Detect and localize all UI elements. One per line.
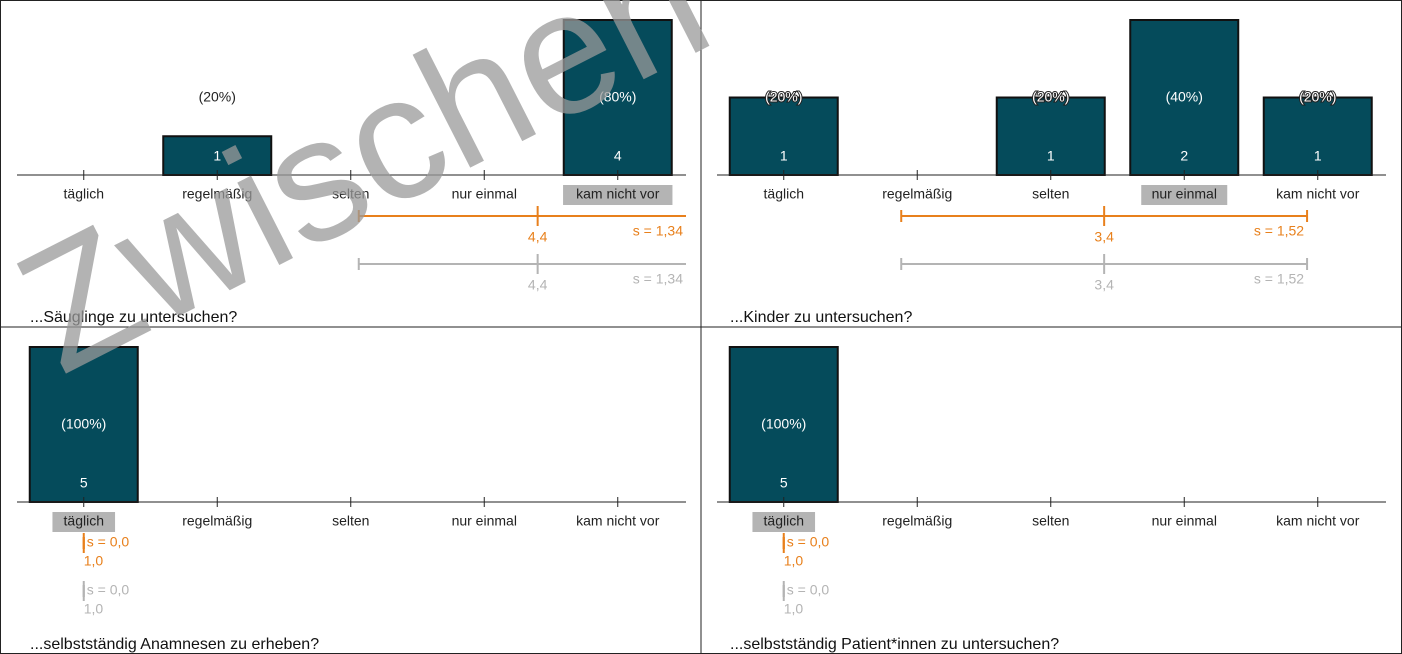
x-tick-label: selten bbox=[332, 513, 369, 529]
x-tick-label: regelmäßig bbox=[182, 513, 252, 529]
value-label: 5 bbox=[80, 475, 88, 491]
bar bbox=[995, 96, 1106, 176]
x-tick-label: selten bbox=[332, 186, 369, 202]
error-bar: 3,4 s = 1,52 bbox=[900, 206, 1309, 245]
x-tick-label: kam nicht vor bbox=[576, 186, 660, 202]
percentage-label: (80%) bbox=[599, 89, 636, 105]
x-tick-label: kam nicht vor bbox=[1276, 186, 1360, 202]
error-bar: s = 0,0 1,0 bbox=[782, 533, 830, 569]
sd-label: s = 1,52 bbox=[1254, 223, 1304, 239]
x-tick-label: nur einmal bbox=[1152, 513, 1217, 529]
x-tick-label: regelmäßig bbox=[182, 186, 252, 202]
chart-title: ...selbstständig Patient*innen zu unters… bbox=[730, 636, 1059, 653]
value-label: 4 bbox=[614, 148, 622, 164]
percentage-label: (20%) bbox=[765, 89, 802, 105]
bar bbox=[728, 96, 839, 176]
x-tick-label: kam nicht vor bbox=[1276, 513, 1360, 529]
error-bar: 4,4 s = 1,34 bbox=[357, 254, 686, 293]
error-bar: s = 0,0 1,0 bbox=[82, 581, 130, 617]
value-label: 5 bbox=[780, 475, 788, 491]
error-bar: 3,4 s = 1,52 bbox=[900, 254, 1309, 293]
mean-label: 1,0 bbox=[84, 601, 104, 617]
value-label: 1 bbox=[1047, 148, 1055, 164]
mean-label: 3,4 bbox=[1094, 277, 1114, 293]
mean-label: 3,4 bbox=[1094, 229, 1114, 245]
value-label: 2 bbox=[1180, 148, 1188, 164]
mean-label: 4,4 bbox=[528, 229, 548, 245]
x-tick-label: regelmäßig bbox=[882, 513, 952, 529]
x-tick-label: täglich bbox=[64, 186, 104, 202]
bar bbox=[1129, 19, 1240, 176]
bar bbox=[562, 19, 673, 176]
x-tick-label: nur einmal bbox=[452, 186, 517, 202]
value-label: 1 bbox=[1314, 148, 1322, 164]
sd-label: s = 0,0 bbox=[787, 582, 830, 598]
value-label: 1 bbox=[780, 148, 788, 164]
bar bbox=[728, 346, 839, 503]
highlight bbox=[52, 512, 116, 532]
mean-label: 4,4 bbox=[528, 277, 548, 293]
bar bbox=[162, 135, 273, 176]
value-label: 1 bbox=[213, 148, 221, 164]
percentage-label: (20%) bbox=[1032, 89, 1069, 105]
sd-label: s = 1,34 bbox=[633, 271, 683, 287]
sd-label: s = 1,52 bbox=[1254, 271, 1304, 287]
error-bar: s = 0,0 1,0 bbox=[782, 581, 830, 617]
bar bbox=[1262, 96, 1373, 176]
percentage-label: (40%) bbox=[1166, 89, 1203, 105]
percentage-label: (20%) bbox=[1299, 89, 1336, 105]
sd-label: s = 0,0 bbox=[787, 534, 830, 550]
error-bar: s = 0,0 1,0 bbox=[82, 533, 130, 569]
percentage-label: (100%) bbox=[761, 416, 806, 432]
x-tick-label: selten bbox=[1032, 513, 1069, 529]
x-tick-label: kam nicht vor bbox=[576, 513, 660, 529]
percentage-label: (20%) bbox=[199, 89, 236, 105]
sd-label: s = 0,0 bbox=[87, 582, 130, 598]
percentage-label: (100%) bbox=[61, 416, 106, 432]
x-tick-label: täglich bbox=[64, 513, 104, 529]
error-bar: 4,4 s = 1,34 bbox=[357, 206, 686, 245]
sd-label: s = 0,0 bbox=[87, 534, 130, 550]
x-tick-label: selten bbox=[1032, 186, 1069, 202]
x-tick-label: nur einmal bbox=[1152, 186, 1217, 202]
highlight bbox=[752, 512, 816, 532]
x-tick-label: täglich bbox=[764, 513, 804, 529]
highlight bbox=[563, 185, 673, 205]
chart-title: ...Kinder zu untersuchen? bbox=[730, 309, 912, 326]
mean-label: 1,0 bbox=[84, 553, 104, 569]
highlight bbox=[1141, 185, 1228, 205]
bar bbox=[28, 346, 139, 503]
mean-label: 1,0 bbox=[784, 553, 804, 569]
x-tick-label: regelmäßig bbox=[882, 186, 952, 202]
mean-label: 1,0 bbox=[784, 601, 804, 617]
x-tick-label: täglich bbox=[764, 186, 804, 202]
x-tick-label: nur einmal bbox=[452, 513, 517, 529]
chart-title: ...Säuglinge zu untersuchen? bbox=[30, 309, 237, 326]
sd-label: s = 1,34 bbox=[633, 223, 683, 239]
chart-title: ...selbstständig Anamnesen zu erheben? bbox=[30, 636, 319, 653]
